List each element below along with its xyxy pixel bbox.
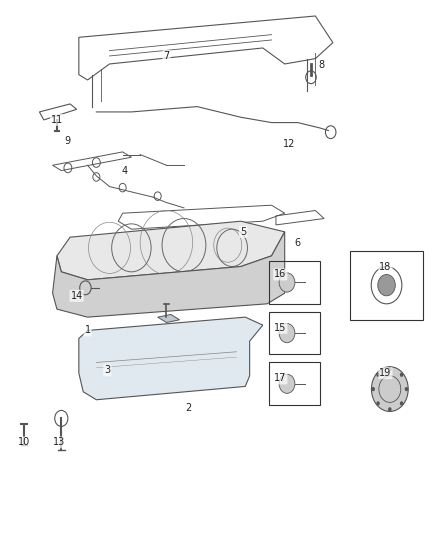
Text: 13: 13	[53, 438, 65, 447]
Text: 9: 9	[65, 136, 71, 146]
Text: 6: 6	[295, 238, 301, 247]
Text: 2: 2	[185, 403, 191, 413]
Polygon shape	[53, 232, 285, 317]
Bar	[269, 312, 320, 354]
Text: 19: 19	[379, 368, 392, 378]
Bar	[269, 261, 320, 304]
Text: 4: 4	[122, 166, 128, 175]
Circle shape	[388, 407, 392, 411]
Circle shape	[376, 373, 380, 377]
Circle shape	[279, 324, 295, 343]
Text: 16: 16	[274, 270, 286, 279]
Bar	[350, 251, 423, 320]
Text: 15: 15	[274, 323, 286, 333]
Polygon shape	[57, 221, 285, 280]
Circle shape	[405, 387, 408, 391]
Circle shape	[371, 387, 375, 391]
Text: 5: 5	[240, 227, 246, 237]
Text: 17: 17	[274, 374, 286, 383]
Circle shape	[388, 367, 392, 371]
Text: 14: 14	[71, 291, 83, 301]
Text: 7: 7	[163, 51, 170, 61]
Circle shape	[400, 373, 403, 377]
Circle shape	[371, 367, 408, 411]
Circle shape	[376, 401, 380, 406]
Text: 11: 11	[51, 115, 63, 125]
Text: 8: 8	[319, 60, 325, 70]
Text: 1: 1	[85, 326, 91, 335]
Text: 12: 12	[283, 139, 295, 149]
Text: 18: 18	[379, 262, 392, 271]
Polygon shape	[158, 314, 180, 322]
Circle shape	[279, 374, 295, 393]
Text: 10: 10	[18, 438, 30, 447]
Circle shape	[400, 401, 403, 406]
Circle shape	[378, 274, 396, 296]
Bar	[269, 362, 320, 405]
Polygon shape	[79, 317, 263, 400]
Circle shape	[279, 273, 295, 292]
Text: 3: 3	[104, 366, 110, 375]
